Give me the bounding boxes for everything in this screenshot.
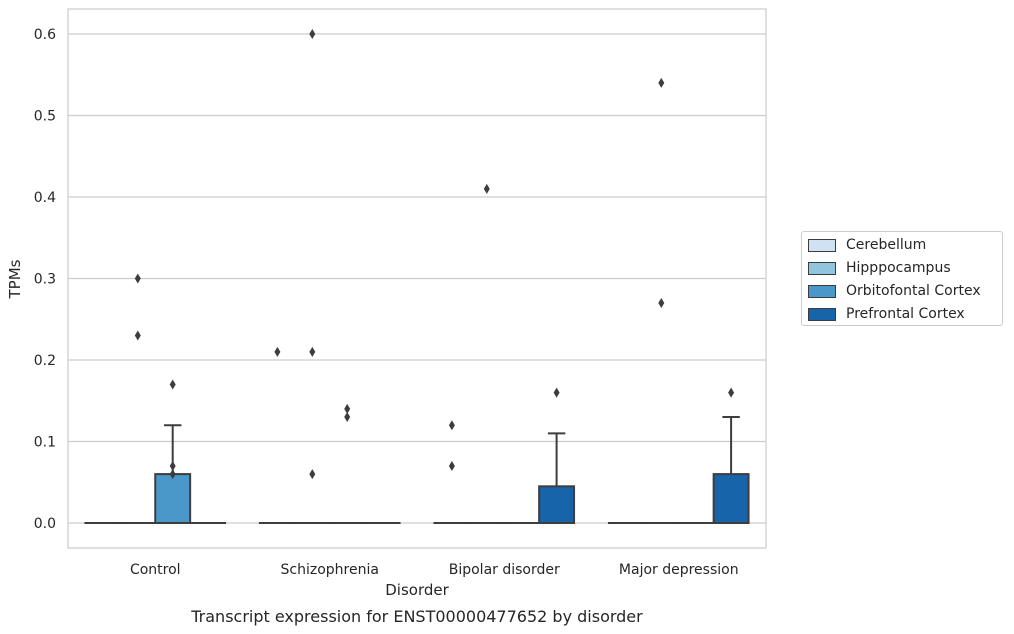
outlier-point [658, 77, 665, 88]
legend-label: Hipppocampus [846, 260, 951, 276]
y-tick-label: 0.0 [34, 516, 56, 532]
outlier-point [344, 403, 351, 414]
legend-swatch [808, 284, 836, 298]
legend-item: Hipppocampus [808, 258, 951, 278]
outlier-point [728, 387, 735, 398]
outlier-points [134, 29, 735, 480]
legend-swatch [808, 238, 836, 252]
legend: Cerebellum Hipppocampus Orbitofontal Corte… [801, 231, 1003, 326]
x-axis-ticks: Control Schizophrenia Bipolar disorder Majo… [130, 562, 739, 578]
legend-item: Orbitofontal Cortex [808, 281, 981, 301]
outlier-point [169, 379, 176, 390]
legend-label: Orbitofontal Cortex [846, 283, 981, 299]
legend-swatch [808, 261, 836, 275]
outlier-point [658, 297, 665, 308]
outlier-point [553, 387, 560, 398]
outlier-point [309, 346, 316, 357]
outlier-point [448, 460, 455, 471]
outlier-point [309, 469, 316, 480]
outlier-point [344, 412, 351, 423]
x-tick-label: Schizophrenia [281, 562, 379, 578]
outlier-point [169, 469, 176, 480]
outlier-point [448, 420, 455, 431]
outlier-point [134, 330, 141, 341]
x-tick-label: Bipolar disorder [449, 562, 560, 578]
y-tick-label: 0.2 [34, 353, 56, 369]
outlier-point [169, 460, 176, 471]
y-tick-label: 0.3 [34, 272, 56, 288]
legend-item: Prefrontal Cortex [808, 304, 965, 324]
legend-label: Prefrontal Cortex [846, 306, 965, 322]
box [712, 473, 750, 525]
outlier-point [274, 346, 281, 357]
x-tick-label: Control [130, 562, 181, 578]
outlier-point [134, 273, 141, 284]
box [154, 473, 192, 525]
box [538, 485, 576, 525]
legend-item: Cerebellum [808, 235, 926, 255]
y-tick-label: 0.4 [34, 190, 56, 206]
legend-swatch [808, 307, 836, 321]
x-axis-label: Disorder [385, 581, 449, 599]
y-tick-label: 0.5 [34, 109, 56, 125]
chart-caption: Transcript expression for ENST0000047765… [190, 607, 643, 626]
outlier-point [483, 183, 490, 194]
box-prefrontal-cortex [712, 416, 750, 525]
box-series [84, 416, 750, 525]
box-prefrontal-cortex [538, 432, 576, 525]
y-axis-label: TPMs [6, 259, 24, 299]
x-tick-label: Major depression [619, 562, 739, 578]
y-tick-label: 0.6 [34, 27, 56, 43]
outlier-point [309, 29, 316, 39]
legend-label: Cerebellum [846, 237, 927, 253]
y-axis-ticks: 0.0 0.1 0.2 0.3 0.4 0.5 0.6 [34, 27, 56, 532]
y-tick-label: 0.1 [34, 435, 56, 451]
